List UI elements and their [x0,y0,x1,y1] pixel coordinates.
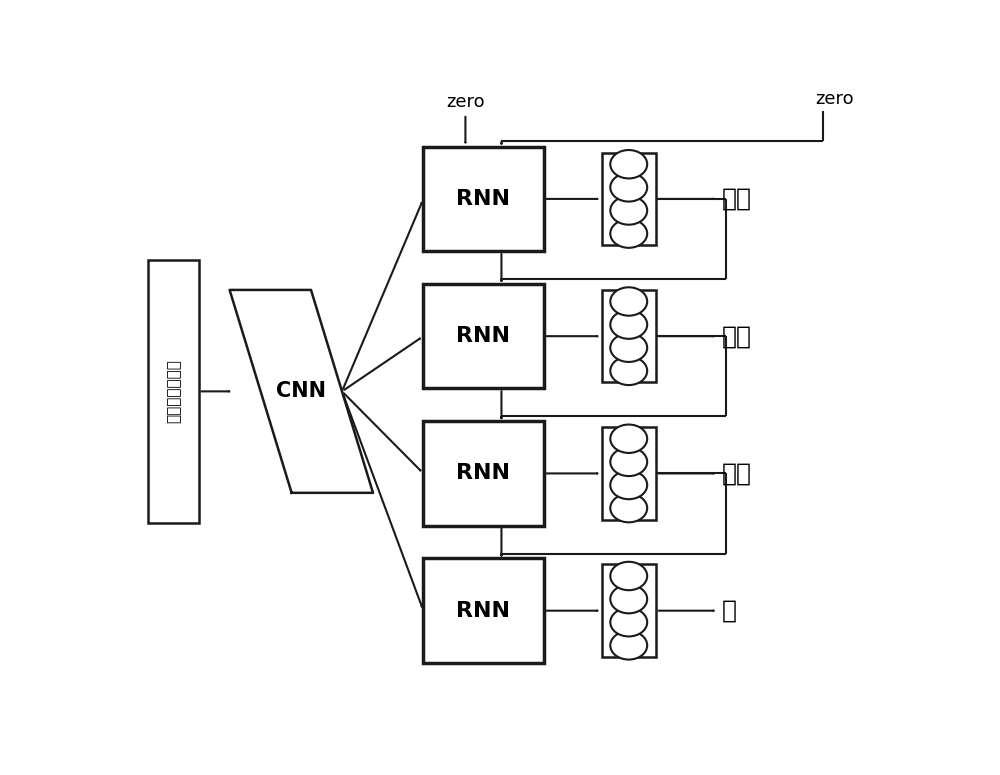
Text: RNN: RNN [456,326,510,346]
Circle shape [610,311,647,339]
Circle shape [610,288,647,315]
Bar [602,290,656,382]
Text: zero: zero [446,93,485,111]
Bar [423,422,544,525]
Circle shape [610,196,647,225]
Bar [602,564,656,657]
Bar [423,559,544,663]
Circle shape [610,470,647,499]
Bar [148,260,199,522]
Circle shape [610,333,647,362]
Text: zero: zero [815,90,853,108]
Text: 不错: 不错 [722,461,752,485]
Text: RNN: RNN [456,601,510,621]
Circle shape [610,562,647,591]
Bar [602,153,656,245]
Text: RNN: RNN [456,189,510,209]
Text: 东西: 东西 [722,324,752,348]
Text: RNN: RNN [456,463,510,484]
Circle shape [610,425,647,453]
Circle shape [610,608,647,636]
Circle shape [610,150,647,178]
Circle shape [610,356,647,385]
Circle shape [610,585,647,613]
Text: 这个东西不错。: 这个东西不错。 [166,360,181,423]
Text: 这个: 这个 [722,187,752,211]
Text: CNN: CNN [276,381,326,401]
Circle shape [610,631,647,660]
Polygon shape [230,290,373,493]
Bar [423,284,544,388]
Circle shape [610,173,647,202]
Circle shape [610,448,647,476]
Circle shape [610,219,647,248]
Bar [602,427,656,520]
Text: 。: 。 [722,598,737,622]
Circle shape [610,494,647,522]
Bar [423,146,544,251]
